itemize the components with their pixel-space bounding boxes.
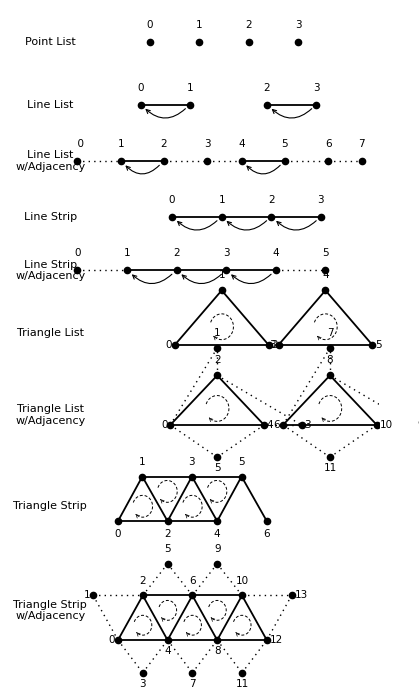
Text: 3: 3 (223, 249, 230, 258)
Text: 2: 2 (246, 21, 252, 30)
Text: 9: 9 (214, 544, 220, 554)
Text: 0: 0 (109, 635, 115, 645)
Text: 4: 4 (267, 420, 274, 430)
Text: 1: 1 (218, 270, 225, 281)
Text: 8: 8 (214, 646, 220, 656)
Text: 2: 2 (140, 576, 146, 585)
Text: 0: 0 (146, 21, 153, 30)
Text: 4: 4 (322, 270, 329, 281)
Text: 1: 1 (117, 140, 124, 149)
Text: 5: 5 (322, 249, 329, 258)
Text: 5: 5 (164, 544, 171, 554)
Text: 2: 2 (264, 83, 270, 93)
Text: 13: 13 (294, 591, 308, 600)
Text: 0: 0 (166, 340, 172, 350)
Text: 0: 0 (161, 420, 168, 430)
Text: Point List: Point List (25, 37, 76, 47)
Text: 0: 0 (115, 529, 121, 539)
Text: 7: 7 (189, 679, 196, 689)
Text: 10: 10 (235, 576, 248, 585)
Text: 3: 3 (269, 340, 276, 350)
Text: 5: 5 (214, 463, 220, 473)
Text: Triangle Strip
w/Adjacency: Triangle Strip w/Adjacency (13, 600, 87, 621)
Text: 0: 0 (169, 195, 175, 205)
Text: 7: 7 (358, 140, 365, 149)
Text: Triangle Strip: Triangle Strip (13, 501, 87, 511)
Text: 3: 3 (295, 21, 302, 30)
Text: 2: 2 (214, 355, 220, 366)
Text: 2: 2 (272, 340, 278, 350)
Text: 0: 0 (137, 83, 144, 93)
Text: Line Strip
w/Adjacency: Line Strip w/Adjacency (15, 260, 85, 281)
Text: 4: 4 (272, 249, 279, 258)
Text: 3: 3 (204, 140, 211, 149)
Text: 3: 3 (304, 420, 311, 430)
Text: Triangle List: Triangle List (17, 328, 84, 338)
Text: 4: 4 (238, 140, 245, 149)
Text: 2: 2 (173, 249, 180, 258)
Text: 5: 5 (375, 340, 382, 350)
Text: 10: 10 (380, 420, 393, 430)
Text: 4: 4 (164, 646, 171, 656)
Text: 2: 2 (164, 529, 171, 539)
Text: Line Strip: Line Strip (24, 212, 77, 222)
Text: 11: 11 (323, 463, 336, 473)
Text: 1: 1 (187, 83, 194, 93)
Text: 9: 9 (417, 420, 419, 430)
Text: Triangle List
w/Adjacency: Triangle List w/Adjacency (15, 404, 85, 426)
Text: 12: 12 (269, 635, 283, 645)
Text: 8: 8 (327, 355, 333, 366)
Text: 6: 6 (189, 576, 196, 585)
Text: 6: 6 (325, 140, 331, 149)
Text: 0: 0 (71, 140, 84, 149)
Text: 4: 4 (214, 529, 220, 539)
Text: 2: 2 (268, 195, 274, 205)
Text: 2: 2 (160, 140, 167, 149)
Text: 1: 1 (196, 21, 202, 30)
Text: 0: 0 (74, 249, 80, 258)
Text: 6: 6 (274, 420, 280, 430)
Text: 1: 1 (139, 457, 146, 466)
Text: 5: 5 (238, 457, 245, 466)
Text: 1: 1 (84, 591, 91, 600)
Text: 3: 3 (318, 195, 324, 205)
Text: 11: 11 (235, 679, 248, 689)
Text: 3: 3 (189, 457, 195, 466)
Text: 3: 3 (313, 83, 320, 93)
Text: 1: 1 (214, 328, 220, 338)
Text: 1: 1 (218, 195, 225, 205)
Text: Line List: Line List (27, 100, 73, 110)
Text: 7: 7 (327, 328, 333, 338)
Text: 3: 3 (140, 679, 146, 689)
Text: 6: 6 (264, 529, 270, 539)
Text: 1: 1 (124, 249, 130, 258)
Text: Line List
w/Adjacency: Line List w/Adjacency (15, 151, 85, 172)
Text: 5: 5 (282, 140, 288, 149)
